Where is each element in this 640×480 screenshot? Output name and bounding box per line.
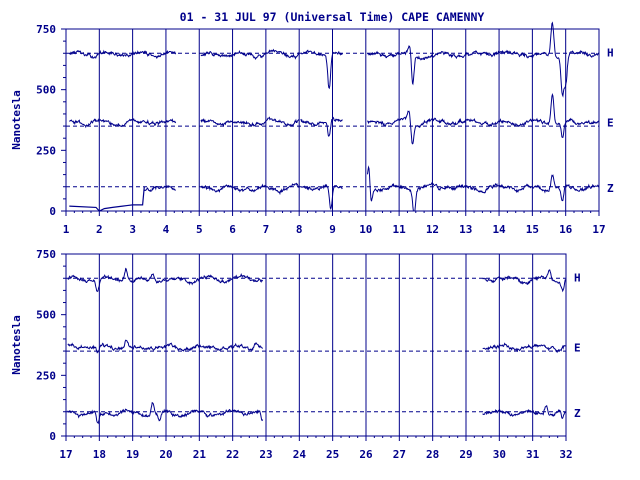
x-tick-label: 14: [492, 223, 506, 236]
x-tick-label: 25: [326, 448, 339, 461]
x-tick-label: 13: [459, 223, 472, 236]
series-e-trace: [482, 342, 566, 354]
series-z-early-trace: [69, 186, 145, 212]
series-label-z: Z: [574, 407, 581, 420]
y-tick-label: 750: [36, 248, 56, 261]
x-tick-label: 1: [63, 223, 70, 236]
y-axis-label: Nanotesla: [10, 315, 23, 375]
series-h-trace: [482, 269, 566, 293]
x-tick-label: 24: [293, 448, 307, 461]
x-tick-label: 26: [359, 448, 373, 461]
series-h-trace: [69, 49, 177, 60]
x-tick-label: 18: [93, 448, 106, 461]
x-tick-label: 22: [226, 448, 239, 461]
x-tick-label: 16: [559, 223, 573, 236]
series-z-trace: [67, 401, 264, 425]
x-tick-label: 19: [126, 448, 139, 461]
x-tick-label: 15: [526, 223, 539, 236]
series-label-h: H: [574, 271, 581, 284]
series-z-trace: [300, 183, 343, 211]
x-tick-label: 4: [163, 223, 170, 236]
x-tick-label: 31: [526, 448, 540, 461]
series-e-trace: [367, 93, 600, 145]
series-h-trace: [200, 48, 300, 60]
x-tick-label: 27: [393, 448, 406, 461]
x-tick-label: 2: [96, 223, 103, 236]
y-tick-label: 750: [36, 23, 56, 36]
series-e-trace: [69, 117, 177, 129]
x-tick-label: 21: [193, 448, 207, 461]
series-h-trace: [300, 49, 343, 90]
y-tick-label: 250: [36, 369, 56, 382]
x-tick-label: 17: [59, 448, 72, 461]
series-z-trace: [200, 182, 300, 196]
x-tick-label: 30: [493, 448, 506, 461]
x-tick-label: 6: [229, 223, 236, 236]
x-tick-label: 8: [296, 223, 303, 236]
x-tick-label: 3: [129, 223, 136, 236]
series-label-z: Z: [607, 182, 614, 195]
y-tick-label: 250: [36, 144, 56, 157]
x-tick-label: 23: [259, 448, 272, 461]
series-e-trace: [300, 116, 343, 137]
x-tick-label: 29: [459, 448, 472, 461]
series-label-h: H: [607, 46, 614, 59]
x-tick-label: 11: [393, 223, 407, 236]
panel-top: 1 2 3 4 5 6 7 8 9 10 11 12 13 14 15 16 170250500750Nanot…: [10, 21, 614, 236]
series-h-trace: [67, 267, 264, 293]
panel-bottom: 17 18 19 20 21 22 23 24 25 26 27 28 29 30 31 32 0 250 500 7…: [10, 248, 581, 461]
x-tick-label: 9: [329, 223, 336, 236]
x-tick-label: 12: [426, 223, 439, 236]
series-e-trace: [200, 116, 300, 128]
y-tick-label: 0: [49, 205, 56, 218]
x-tick-label: 17: [592, 223, 605, 236]
chart-title: 01 - 31 JUL 97 (Universal Time) CAPE CAM…: [180, 10, 485, 24]
x-tick-label: 20: [159, 448, 172, 461]
series-e-trace: [67, 339, 263, 354]
series-label-e: E: [574, 341, 581, 354]
series-z-trace: [143, 184, 177, 193]
x-tick-label: 32: [559, 448, 572, 461]
y-tick-label: 0: [49, 430, 56, 443]
series-z-trace: [482, 405, 566, 420]
y-tick-label: 500: [36, 309, 56, 322]
x-tick-label: 28: [426, 448, 439, 461]
x-tick-label: 10: [359, 223, 372, 236]
series-z-trace: [367, 165, 599, 212]
series-h-trace: [367, 21, 600, 98]
y-axis-label: Nanotesla: [10, 90, 23, 150]
y-tick-label: 500: [36, 84, 56, 97]
series-label-e: E: [607, 116, 614, 129]
x-tick-label: 5: [196, 223, 203, 236]
x-tick-label: 7: [263, 223, 270, 236]
